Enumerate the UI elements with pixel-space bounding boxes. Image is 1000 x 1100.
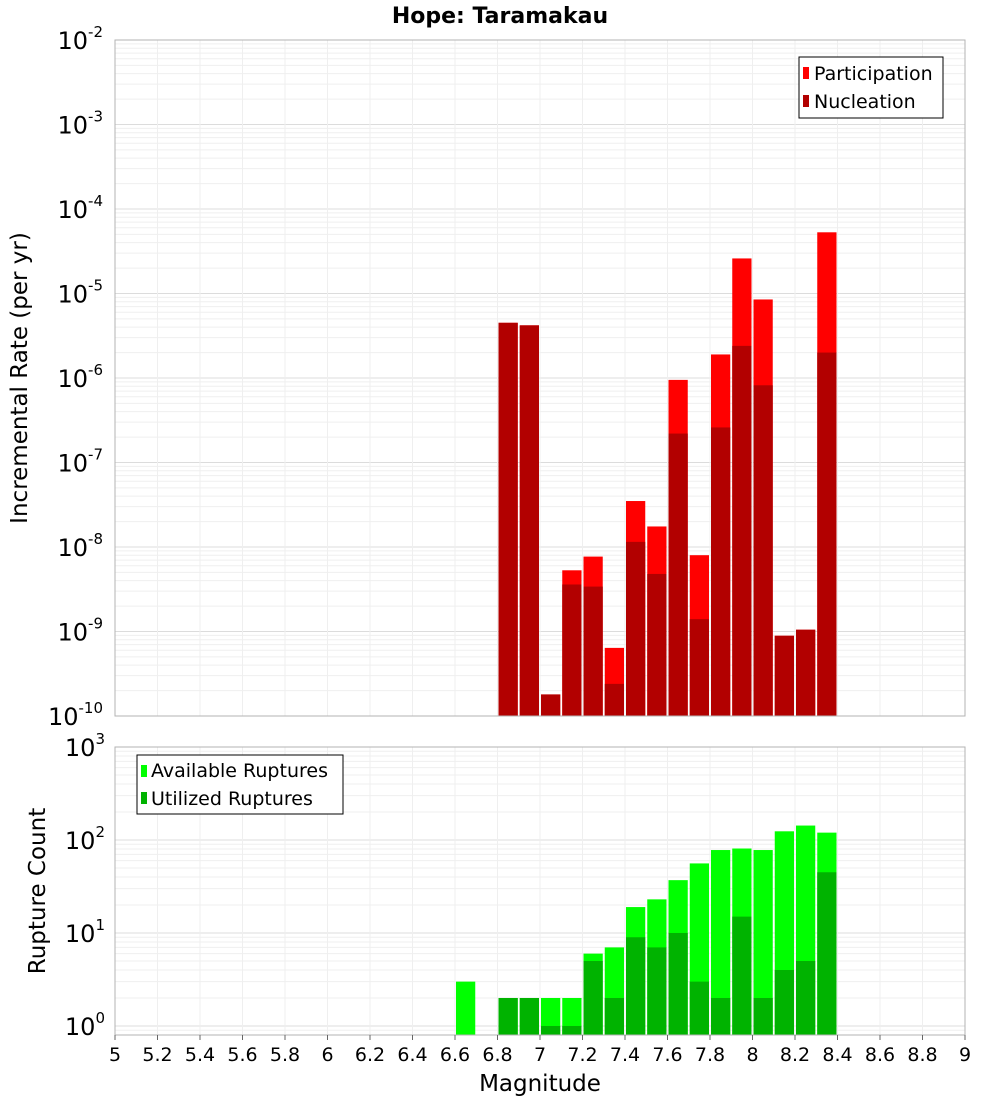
bar-utilized-ruptures xyxy=(647,947,667,1035)
bar-utilized-ruptures xyxy=(541,1025,561,1035)
bar-nucleation xyxy=(562,584,582,716)
bar-nucleation xyxy=(774,635,794,716)
bar-available-ruptures xyxy=(711,850,731,1035)
x-tick-label: 6.2 xyxy=(355,1044,385,1066)
y-tick-label: 10-9 xyxy=(57,615,103,647)
bar-utilized-ruptures xyxy=(774,969,794,1035)
y-tick-label: 101 xyxy=(65,916,105,948)
x-tick-label: 6.4 xyxy=(397,1044,427,1066)
x-tick-label: 6 xyxy=(321,1044,333,1066)
bar-utilized-ruptures xyxy=(519,997,539,1035)
bar-utilized-ruptures xyxy=(498,997,518,1035)
bar-nucleation xyxy=(541,694,561,716)
x-tick-label: 8 xyxy=(746,1044,758,1066)
bar-available-ruptures xyxy=(456,981,476,1035)
top-legend: Participation Nucleation xyxy=(798,56,944,119)
y-tick-label: 10-3 xyxy=(57,108,103,140)
x-tick-label: 5.8 xyxy=(270,1044,300,1066)
legend-label-utilized: Utilized Ruptures xyxy=(151,788,313,810)
y-tick-label: 10-7 xyxy=(57,446,103,478)
bar-nucleation xyxy=(604,683,624,716)
bar-nucleation xyxy=(583,586,603,716)
x-tick-label: 9 xyxy=(959,1044,971,1066)
bar-utilized-ruptures xyxy=(732,916,752,1035)
legend-label-participation: Participation xyxy=(814,63,933,85)
x-tick-label: 6.6 xyxy=(440,1044,470,1066)
chart-title: Hope: Taramakau xyxy=(392,4,608,29)
x-tick-label: 7.8 xyxy=(695,1044,725,1066)
y-tick-label: 10-10 xyxy=(48,699,103,731)
y-tick-label: 10-2 xyxy=(57,23,103,55)
x-tick-label: 7 xyxy=(534,1044,546,1066)
bar-utilized-ruptures xyxy=(796,960,816,1035)
bar-nucleation xyxy=(626,541,646,716)
bottom-y-ticks: 103 102 101 100 xyxy=(65,730,105,1041)
bar-nucleation xyxy=(498,322,518,716)
bar-nucleation xyxy=(796,629,816,716)
legend-swatch-available xyxy=(141,765,147,777)
bottom-legend-box xyxy=(136,754,344,815)
y-tick-label: 10-6 xyxy=(57,361,103,393)
x-tick-label: 7.4 xyxy=(610,1044,640,1066)
legend-swatch-nucleation xyxy=(803,95,809,107)
x-tick-label: 5.6 xyxy=(227,1044,257,1066)
legend-label-available: Available Ruptures xyxy=(151,760,328,782)
y-tick-label: 10-5 xyxy=(57,277,103,309)
top-plot-border xyxy=(114,39,966,717)
y-tick-label: 102 xyxy=(65,823,105,855)
top-y-ticks: 10-2 10-3 10-4 10-5 10-6 10-7 10-8 10-9 10-10 xyxy=(48,23,103,731)
x-tick-label: 8.2 xyxy=(780,1044,810,1066)
bar-utilized-ruptures xyxy=(689,981,709,1035)
bar-utilized-ruptures xyxy=(626,937,646,1035)
bar-utilized-ruptures xyxy=(817,872,837,1035)
x-tick-label: 8.6 xyxy=(865,1044,895,1066)
bottom-panel: 103 102 101 100 5 5.2 5.4 5.6 5.8 6 6.2 6.4 6.6 6.8 7… xyxy=(25,730,971,1097)
bar-nucleation xyxy=(711,427,731,716)
y-tick-label: 103 xyxy=(65,730,105,762)
x-ticks: 5 5.2 5.4 5.6 5.8 6 6.2 6.4 6.6 6.8 7 7.2 7.4 7.6 7.8 8… xyxy=(109,1035,971,1066)
bar-nucleation xyxy=(753,385,773,716)
x-tick-label: 6.8 xyxy=(482,1044,512,1066)
bar-nucleation xyxy=(732,345,752,716)
top-bars xyxy=(498,232,837,716)
x-tick-label: 8.4 xyxy=(822,1044,852,1066)
bar-nucleation xyxy=(817,352,837,716)
bar-utilized-ruptures xyxy=(668,932,688,1035)
x-tick-label: 5.4 xyxy=(185,1044,215,1066)
bar-utilized-ruptures xyxy=(753,997,773,1035)
top-grid xyxy=(114,40,966,717)
top-legend-box xyxy=(798,56,944,119)
legend-swatch-participation xyxy=(803,67,809,79)
bar-available-ruptures xyxy=(753,850,773,1035)
x-tick-label: 5.2 xyxy=(142,1044,172,1066)
x-tick-label: 7.2 xyxy=(567,1044,597,1066)
bottom-bars xyxy=(456,825,837,1035)
bar-utilized-ruptures xyxy=(711,997,731,1035)
x-tick-label: 7.6 xyxy=(652,1044,682,1066)
legend-label-nucleation: Nucleation xyxy=(814,91,916,113)
bar-utilized-ruptures xyxy=(583,960,603,1035)
bar-nucleation xyxy=(668,433,688,716)
bar-utilized-ruptures xyxy=(562,1025,582,1035)
x-axis-label: Magnitude xyxy=(479,1071,601,1097)
top-panel: 10-2 10-3 10-4 10-5 10-6 10-7 10-8 10-9 10-10 In… xyxy=(7,23,966,731)
y-tick-label: 10-8 xyxy=(57,530,103,562)
bar-utilized-ruptures xyxy=(604,997,624,1035)
bar-nucleation xyxy=(519,325,539,716)
bar-nucleation xyxy=(689,619,709,716)
top-y-axis-label: Incremental Rate (per yr) xyxy=(7,232,33,524)
bar-available-ruptures xyxy=(541,997,561,1035)
bottom-y-axis-label: Rupture Count xyxy=(25,808,51,974)
bottom-legend: Available Ruptures Utilized Ruptures xyxy=(136,754,344,815)
y-tick-label: 100 xyxy=(65,1009,105,1041)
x-tick-label: 5 xyxy=(109,1044,121,1066)
legend-swatch-utilized xyxy=(141,792,147,804)
y-tick-label: 10-4 xyxy=(57,192,103,224)
bar-available-ruptures xyxy=(562,997,582,1035)
bar-nucleation xyxy=(647,573,667,716)
x-tick-label: 8.8 xyxy=(907,1044,937,1066)
